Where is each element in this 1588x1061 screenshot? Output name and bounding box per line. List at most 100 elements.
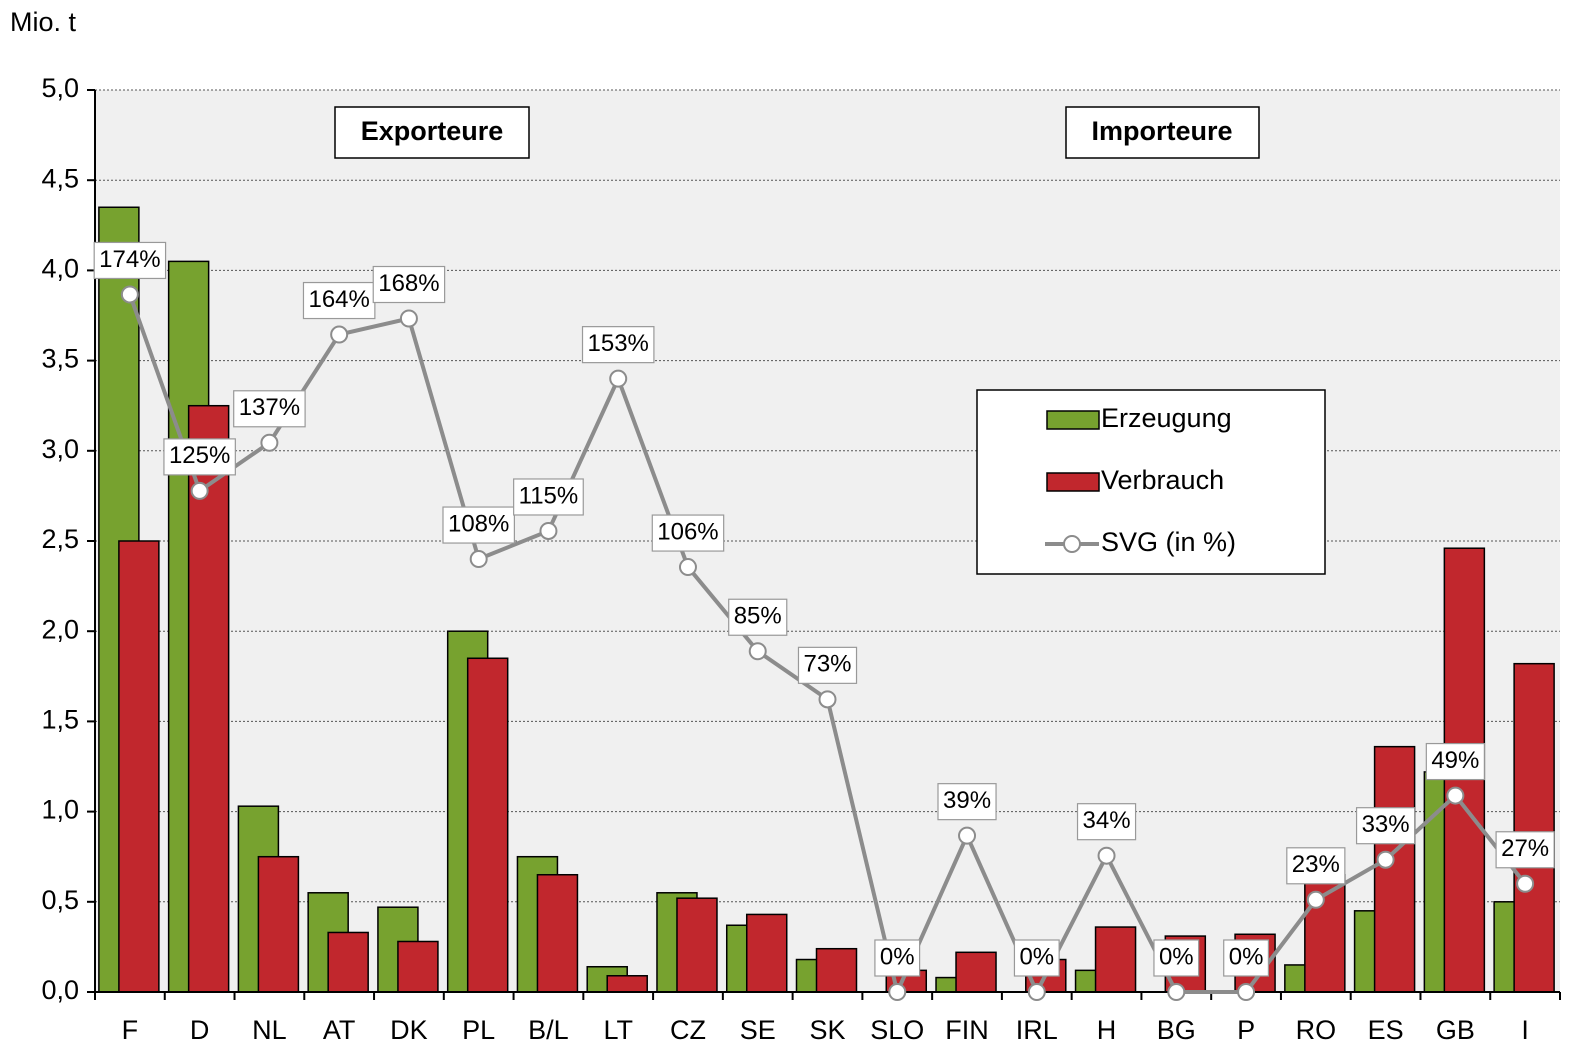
data-label: 164% [302, 281, 376, 320]
x-tick-label: RO [1296, 1015, 1337, 1045]
line-marker [748, 642, 767, 661]
bar [397, 940, 439, 993]
data-label: 115% [513, 478, 584, 516]
bar [1373, 745, 1416, 993]
x-tick-label: P [1237, 1015, 1255, 1045]
y-tick-label: 2,5 [41, 524, 79, 554]
legend-swatch [1046, 472, 1100, 492]
data-label: 0% [1013, 939, 1060, 977]
annotation-box [1065, 106, 1260, 159]
data-label-text: 168% [378, 270, 439, 297]
data-label-text: 164% [308, 286, 369, 313]
line-marker [190, 481, 209, 500]
data-label-text: 125% [169, 442, 230, 469]
y-tick-label: 1,0 [41, 795, 79, 825]
data-label: 0% [1223, 939, 1270, 977]
line-marker [818, 690, 837, 709]
data-label-box [1355, 807, 1416, 845]
y-tick-label: 0,5 [41, 885, 79, 915]
data-label-text: 115% [519, 482, 579, 509]
data-label-box [1495, 831, 1555, 869]
bar [955, 951, 997, 993]
data-label-box [651, 514, 725, 552]
y-tick-label: 1,5 [41, 705, 79, 735]
data-label-text: 174% [99, 246, 160, 273]
x-tick-label: DK [390, 1015, 428, 1045]
x-tick-label: FIN [945, 1015, 989, 1045]
bar [257, 855, 300, 993]
y-tick-label: 3,5 [41, 344, 79, 374]
x-tick-label: B/L [528, 1015, 569, 1045]
data-label-text: 108% [448, 510, 509, 537]
bar [815, 947, 858, 993]
legend-label: Verbrauch [1101, 465, 1224, 495]
data-label: 85% [728, 598, 788, 636]
bar [676, 897, 718, 993]
data-label-text: 27% [1501, 835, 1549, 862]
data-label: 39% [937, 783, 997, 821]
annotation: Importeure [1091, 116, 1232, 146]
y-tick-label: 4,5 [41, 163, 79, 193]
data-label-text: 0% [880, 943, 915, 970]
x-tick-label: ES [1368, 1015, 1404, 1045]
line-marker [888, 983, 907, 1001]
line-marker [260, 433, 279, 452]
bar [466, 657, 509, 993]
legend-label: Erzeugung [1101, 403, 1232, 433]
data-label-text: 0% [1159, 943, 1194, 970]
data-label: 27% [1495, 831, 1555, 869]
data-label-box [93, 241, 167, 280]
data-label-box [1286, 847, 1346, 885]
data-label: 33% [1355, 807, 1416, 845]
data-label-text: 34% [1083, 807, 1131, 834]
line-marker [609, 369, 628, 388]
x-tick-label: SE [740, 1015, 776, 1045]
line-marker [1446, 786, 1465, 805]
bar [187, 404, 230, 993]
line-marker [1376, 850, 1395, 869]
x-tick-label: SLO [870, 1015, 924, 1045]
line-marker [330, 325, 349, 344]
legend-marker [1063, 535, 1081, 553]
y-tick-label: 0,0 [41, 975, 79, 1005]
data-label: 108% [442, 506, 515, 544]
x-tick-label: NL [252, 1015, 287, 1045]
data-label-text: 153% [588, 330, 649, 357]
line-marker [1167, 983, 1186, 1001]
line-marker [1306, 890, 1325, 909]
data-label: 125% [163, 438, 236, 476]
data-label-box [513, 478, 584, 516]
data-label-box [1013, 939, 1060, 977]
x-tick-label: LT [603, 1015, 633, 1045]
data-label-box [874, 939, 921, 977]
data-label: 0% [1153, 939, 1200, 977]
y-tick-label: 5,0 [41, 73, 79, 103]
data-label: 137% [233, 390, 306, 428]
data-label-box [442, 506, 515, 544]
line-marker [469, 550, 488, 569]
bar [536, 873, 579, 993]
data-label: 168% [372, 265, 446, 304]
line-marker [399, 309, 418, 328]
data-label-text: 33% [1362, 811, 1410, 838]
data-label: 49% [1425, 742, 1485, 781]
line-marker [1027, 983, 1046, 1001]
x-tick-label: IRL [1016, 1015, 1058, 1045]
y-tick-label: 3,0 [41, 434, 79, 464]
data-label-text: 0% [1229, 943, 1264, 970]
annotation: Exporteure [361, 116, 504, 146]
x-tick-label: BG [1157, 1015, 1196, 1045]
data-label-box [581, 326, 655, 364]
x-tick-label: F [122, 1015, 139, 1045]
legend-label: SVG (in %) [1101, 527, 1236, 557]
y-axis-label: Mio. t [10, 7, 77, 37]
data-label-box [372, 265, 446, 304]
data-label: 153% [581, 326, 655, 364]
bar [1094, 926, 1137, 993]
annotation-box [334, 106, 530, 159]
data-label: 34% [1076, 803, 1137, 841]
data-label-box [1076, 803, 1137, 841]
x-tick-label: SK [809, 1015, 845, 1045]
line-marker [958, 826, 977, 845]
